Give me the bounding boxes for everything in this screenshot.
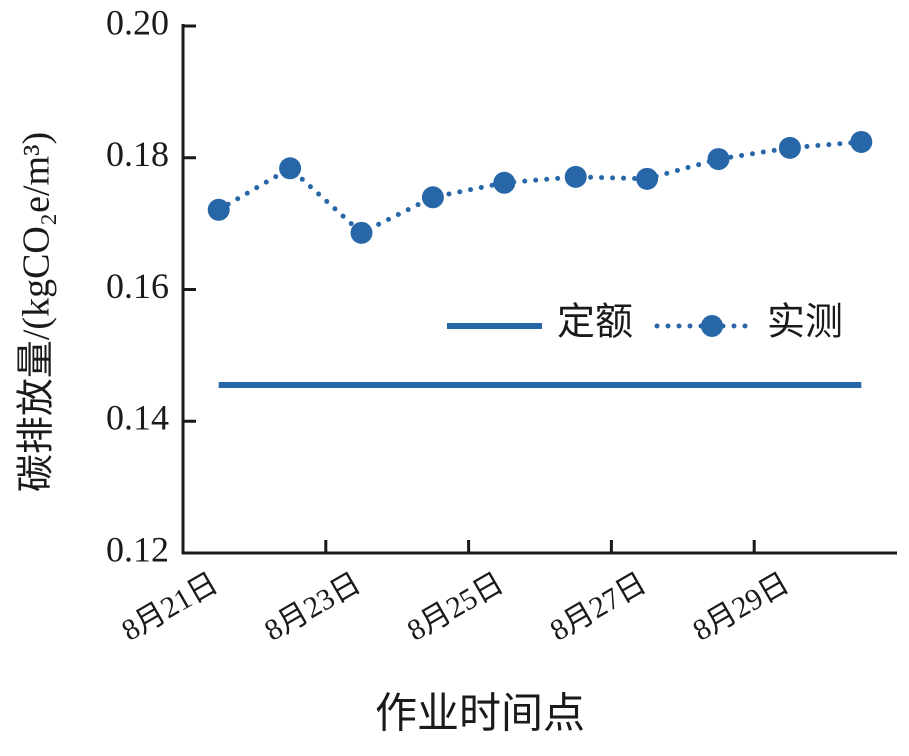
y-tick-label: 0.14 — [106, 398, 169, 438]
y-tick-label: 0.20 — [106, 2, 169, 42]
marker — [564, 165, 587, 188]
series-line — [216, 139, 864, 236]
marker — [421, 186, 444, 209]
x-tick-label: 8月27日 — [545, 566, 652, 647]
x-tick-label: 8月23日 — [259, 566, 366, 647]
legend-label: 实测 — [767, 302, 843, 344]
x-axis-title: 作业时间点 — [375, 692, 585, 738]
y-tick-label: 0.16 — [106, 266, 169, 306]
marker — [207, 198, 230, 221]
y-axis-title: 碳排放量/(kgCO₂e/m³) — [16, 132, 58, 492]
x-tick-label: 8月21日 — [116, 566, 223, 647]
x-tick-label: 8月29日 — [687, 566, 794, 647]
x-tick-label: 8月25日 — [402, 566, 509, 647]
legend-label: 定额 — [557, 302, 633, 344]
marker — [778, 136, 801, 159]
marker — [636, 167, 659, 190]
y-tick-label: 0.12 — [106, 529, 169, 569]
marker — [279, 157, 302, 180]
marker — [493, 171, 516, 194]
legend-marker — [701, 315, 723, 337]
marker — [850, 130, 873, 153]
marker — [707, 148, 730, 171]
marker — [350, 221, 373, 244]
y-tick-label: 0.18 — [106, 134, 169, 174]
